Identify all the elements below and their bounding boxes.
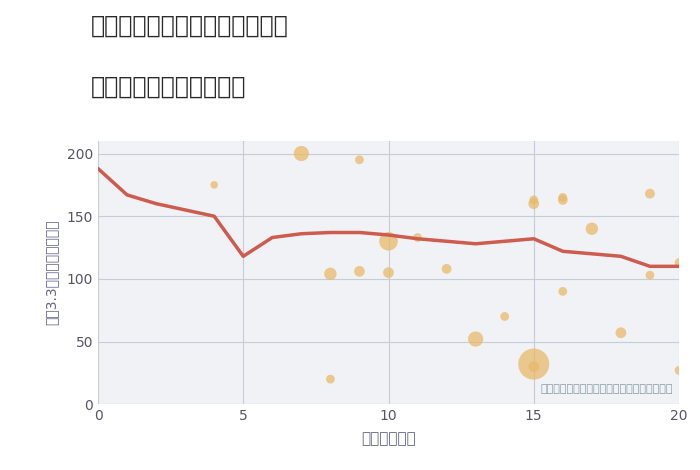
X-axis label: 駅距離（分）: 駅距離（分） xyxy=(361,431,416,446)
Text: 神奈川県相模原市緑区二本松の: 神奈川県相模原市緑区二本松の xyxy=(91,14,288,38)
Point xyxy=(557,196,568,204)
Point xyxy=(528,200,539,207)
Point xyxy=(645,190,656,197)
Point xyxy=(325,376,336,383)
Point xyxy=(587,225,598,233)
Point xyxy=(645,271,656,279)
Point xyxy=(528,360,539,368)
Point xyxy=(557,194,568,201)
Point xyxy=(673,259,685,266)
Point xyxy=(296,150,307,157)
Point xyxy=(470,335,482,343)
Point xyxy=(354,156,365,164)
Point xyxy=(528,196,539,204)
Point xyxy=(673,367,685,374)
Text: 円の大きさは、取引のあった物件面積を示す: 円の大きさは、取引のあった物件面積を示す xyxy=(540,384,673,394)
Point xyxy=(412,234,423,241)
Text: 駅距離別中古戸建て価格: 駅距離別中古戸建て価格 xyxy=(91,75,246,99)
Point xyxy=(557,288,568,295)
Point xyxy=(441,265,452,273)
Point xyxy=(383,237,394,245)
Point xyxy=(499,313,510,320)
Point xyxy=(209,181,220,188)
Point xyxy=(325,270,336,278)
Point xyxy=(383,269,394,276)
Y-axis label: 坪（3.3㎡）単価（万円）: 坪（3.3㎡）単価（万円） xyxy=(44,220,58,325)
Point xyxy=(528,363,539,370)
Point xyxy=(615,329,626,337)
Point xyxy=(354,267,365,275)
